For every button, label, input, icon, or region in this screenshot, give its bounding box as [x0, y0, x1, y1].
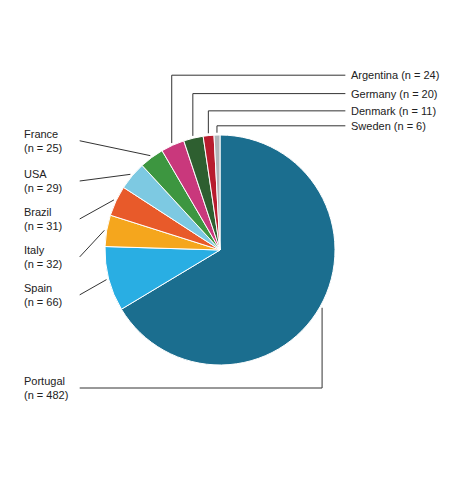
svg-text:Germany (n = 20): Germany (n = 20) [351, 88, 438, 100]
svg-text:France(n = 25): France(n = 25) [24, 128, 62, 154]
svg-text:Denmark (n = 11): Denmark (n = 11) [351, 105, 436, 117]
svg-text:USA(n = 29): USA(n = 29) [24, 168, 62, 194]
svg-text:Spain(n = 66): Spain(n = 66) [24, 282, 62, 308]
svg-text:Italy(n = 32): Italy(n = 32) [24, 244, 62, 270]
svg-text:Sweden (n = 6): Sweden (n = 6) [351, 120, 426, 132]
svg-text:Portugal(n = 482): Portugal(n = 482) [24, 375, 68, 401]
svg-text:Brazil(n = 31): Brazil(n = 31) [24, 206, 62, 232]
svg-text:Argentina (n = 24): Argentina (n = 24) [351, 69, 439, 81]
